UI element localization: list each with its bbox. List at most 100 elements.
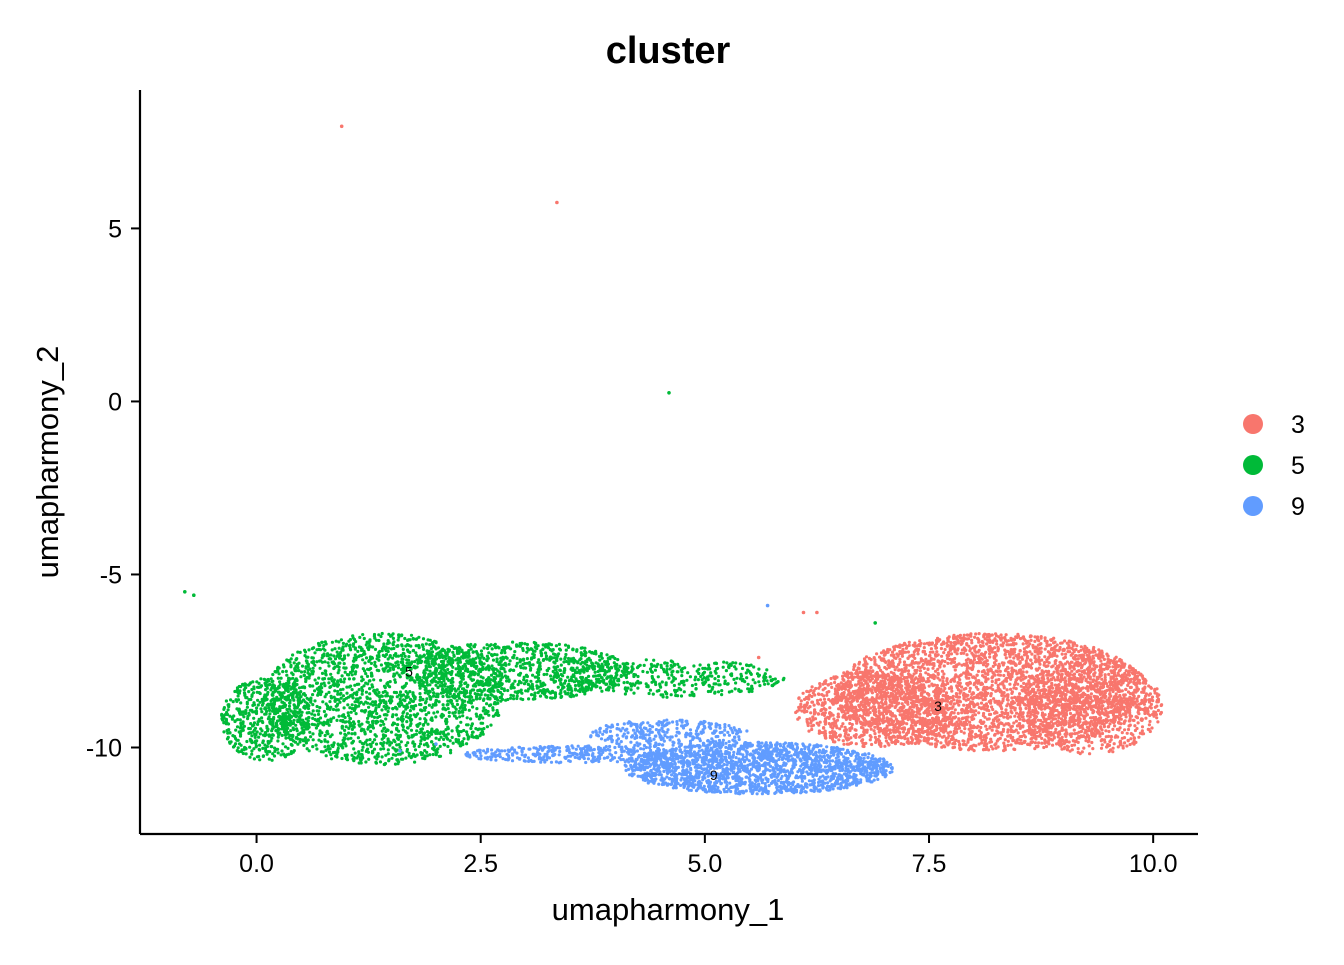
data-point [944, 719, 948, 723]
data-point [1091, 711, 1095, 715]
data-point [892, 671, 896, 676]
data-point [1020, 741, 1024, 746]
data-point [817, 692, 821, 697]
data-point [833, 680, 837, 685]
data-point [1077, 673, 1082, 677]
data-point [953, 668, 957, 672]
data-point [954, 664, 958, 668]
data-point [1032, 681, 1036, 685]
data-point [894, 697, 898, 701]
data-point [879, 700, 884, 704]
data-point [971, 675, 975, 679]
data-point [969, 733, 973, 737]
data-point [982, 635, 986, 639]
data-point [900, 713, 904, 717]
data-point [1022, 647, 1026, 651]
data-point [912, 650, 916, 654]
data-point [1021, 730, 1025, 734]
data-point [1005, 643, 1009, 647]
data-point [1085, 649, 1089, 653]
data-point [1135, 697, 1139, 701]
data-point [957, 739, 961, 744]
data-point [1049, 684, 1053, 689]
data-point [1027, 665, 1031, 669]
data-point [1033, 732, 1037, 736]
data-point [1015, 711, 1019, 715]
data-point [995, 699, 999, 703]
data-point [1148, 719, 1152, 724]
data-point [992, 672, 996, 676]
data-point [913, 656, 917, 661]
data-point [946, 639, 950, 643]
data-point [1055, 708, 1059, 713]
data-point [986, 672, 990, 677]
data-point [976, 702, 980, 707]
data-point [1041, 724, 1045, 728]
data-point [937, 731, 941, 736]
data-point [807, 690, 811, 694]
data-point [1033, 747, 1037, 751]
data-point [959, 673, 963, 677]
data-point [930, 742, 934, 746]
data-point [822, 707, 826, 711]
data-point [823, 717, 828, 721]
data-point [1004, 656, 1008, 660]
data-point [1072, 716, 1076, 720]
data-point [880, 711, 884, 715]
data-point [1002, 715, 1006, 719]
data-point [1034, 674, 1039, 678]
data-point [1014, 669, 1018, 673]
data-point [859, 725, 864, 730]
data-point [1052, 714, 1056, 718]
data-point [1084, 728, 1088, 733]
data-point [1152, 714, 1156, 718]
data-point [1008, 682, 1012, 686]
data-point [864, 655, 869, 659]
data-point [964, 693, 968, 697]
data-point [986, 668, 990, 672]
data-point [898, 650, 902, 654]
data-point [1068, 672, 1072, 676]
data-point [897, 668, 901, 672]
data-point [1013, 683, 1017, 687]
data-point [949, 644, 953, 648]
data-point [983, 715, 987, 719]
data-point [1129, 737, 1133, 741]
data-point [1010, 724, 1015, 728]
data-point [1083, 714, 1087, 718]
data-point [819, 709, 823, 713]
data-point [831, 697, 835, 702]
data-point [1159, 710, 1163, 715]
data-point [911, 685, 916, 689]
data-point [1055, 698, 1059, 702]
data-point [953, 675, 957, 679]
data-point [1012, 656, 1016, 660]
data-point [1060, 652, 1064, 656]
data-point [1114, 697, 1118, 702]
data-point [1083, 644, 1087, 648]
data-point [906, 669, 911, 673]
data-point [976, 669, 981, 674]
data-point [1018, 661, 1022, 665]
data-point [1120, 697, 1124, 702]
data-point [1031, 719, 1035, 723]
data-point [992, 697, 996, 701]
data-point [846, 733, 851, 737]
data-point [1097, 690, 1101, 694]
data-point [1034, 667, 1038, 671]
data-point [917, 684, 921, 688]
data-point [1022, 740, 1026, 744]
data-point [1109, 710, 1113, 715]
data-point [1068, 719, 1072, 723]
data-point [1045, 733, 1050, 737]
data-point [1072, 667, 1076, 671]
data-point [840, 685, 844, 689]
data-point [337, 646, 341, 650]
data-point [1021, 718, 1025, 722]
data-point [868, 738, 872, 742]
data-point [1087, 703, 1091, 707]
data-point [1115, 715, 1119, 719]
data-point [851, 690, 855, 694]
data-point [1056, 731, 1060, 735]
data-point [1067, 681, 1072, 685]
